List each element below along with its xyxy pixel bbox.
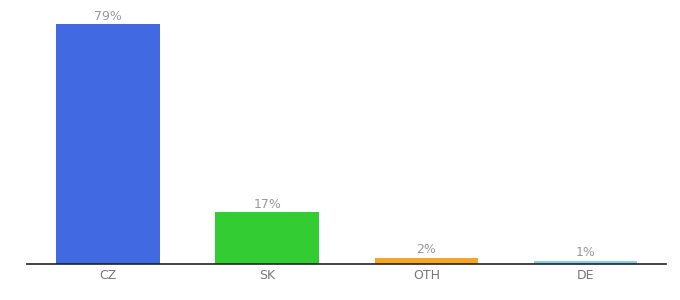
Text: 1%: 1% (576, 246, 596, 260)
Bar (375, 258, 478, 264)
Text: 79%: 79% (94, 10, 122, 23)
Bar (534, 261, 637, 264)
Text: 17%: 17% (253, 198, 281, 211)
Bar (56, 24, 160, 264)
Text: 2%: 2% (416, 243, 437, 256)
Bar (216, 212, 319, 264)
